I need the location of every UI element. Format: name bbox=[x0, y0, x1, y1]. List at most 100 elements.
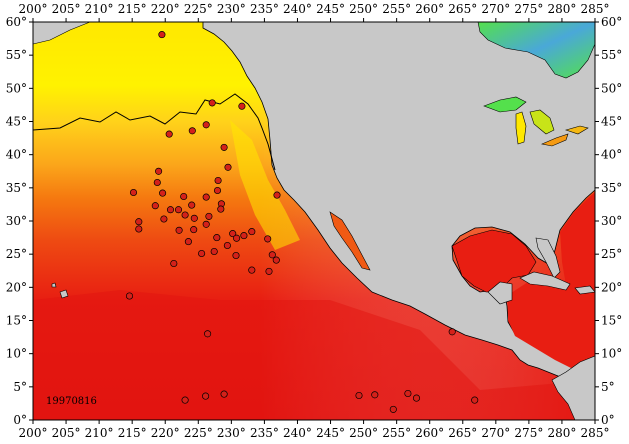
y-tick-label-right: 50° bbox=[601, 81, 622, 95]
y-tick-label-left: 60° bbox=[6, 15, 27, 29]
x-tick-label-top: 275° bbox=[514, 2, 543, 16]
station-marker bbox=[129, 188, 138, 197]
y-tick-label-right: 35° bbox=[601, 181, 622, 195]
x-tick-label-bottom: 260° bbox=[415, 426, 444, 440]
gulf-of-california bbox=[329, 211, 371, 271]
station-marker bbox=[404, 389, 412, 398]
station-marker bbox=[135, 225, 143, 233]
station-marker bbox=[273, 191, 281, 199]
station-marker bbox=[471, 396, 479, 404]
station-marker bbox=[355, 391, 363, 400]
y-tick-label-left: 50° bbox=[6, 81, 27, 95]
axis-ticks bbox=[29, 18, 599, 424]
date-stamp: 19970816 bbox=[46, 396, 97, 407]
yucatan bbox=[487, 281, 513, 305]
x-tick-label-bottom: 270° bbox=[481, 426, 510, 440]
station-marker bbox=[153, 178, 161, 187]
latitude-tick-labels-right: 60° 55° 50° 45° 40° 35° 30° 25° 20° 15° 10° 5° 0° bbox=[601, 15, 622, 427]
x-tick-label-top: 200° bbox=[19, 2, 48, 16]
station-marker bbox=[248, 228, 256, 236]
station-marker bbox=[135, 218, 143, 226]
station-marker bbox=[151, 202, 159, 210]
station-marker bbox=[202, 392, 210, 400]
x-tick-label-top: 210° bbox=[85, 2, 114, 16]
station-marker bbox=[174, 206, 183, 214]
great-lakes bbox=[483, 96, 589, 147]
station-marker bbox=[220, 390, 228, 398]
y-tick-label-right: 10° bbox=[601, 347, 622, 361]
y-tick-label-left: 30° bbox=[6, 214, 27, 228]
station-marker bbox=[158, 31, 166, 39]
latitude-tick-labels-left: 60° 55° 50° 45° 40° 35° 30° 25° 20° 15° 10° 5° 0° bbox=[6, 15, 27, 427]
y-tick-label-right: 40° bbox=[601, 148, 622, 162]
x-tick-label-bottom: 220° bbox=[151, 426, 180, 440]
pacific-warm-core bbox=[33, 290, 595, 420]
x-tick-label-top: 285° bbox=[581, 2, 610, 16]
x-tick-label-bottom: 240° bbox=[283, 426, 312, 440]
x-tick-label-bottom: 225° bbox=[184, 426, 213, 440]
station-marker bbox=[233, 234, 241, 242]
station-marker bbox=[208, 99, 216, 107]
station-marker bbox=[265, 267, 273, 275]
y-tick-label-left: 15° bbox=[6, 314, 27, 328]
station-marker bbox=[272, 256, 280, 264]
x-tick-label-bottom: 275° bbox=[514, 426, 543, 440]
station-marker bbox=[213, 234, 221, 242]
y-tick-label-right: 55° bbox=[601, 48, 622, 62]
x-tick-label-bottom: 205° bbox=[52, 426, 81, 440]
lake-ontario bbox=[564, 125, 589, 135]
x-tick-label-top: 230° bbox=[217, 2, 246, 16]
y-tick-label-left: 40° bbox=[6, 148, 27, 162]
y-tick-label-left: 5° bbox=[13, 380, 27, 394]
map-plot-area bbox=[32, 21, 596, 421]
y-tick-label-right: 15° bbox=[601, 314, 622, 328]
station-marker bbox=[223, 241, 231, 250]
station-marker bbox=[248, 266, 256, 274]
y-tick-label-left: 45° bbox=[6, 115, 27, 129]
y-tick-label-left: 35° bbox=[6, 181, 27, 195]
caribbean-sea bbox=[508, 278, 595, 370]
x-tick-label-bottom: 210° bbox=[85, 426, 114, 440]
x-tick-label-bottom: 235° bbox=[250, 426, 279, 440]
x-tick-label-top: 255° bbox=[382, 2, 411, 16]
x-tick-label-top: 220° bbox=[151, 2, 180, 16]
y-tick-label-left: 0° bbox=[13, 413, 27, 427]
lake-michigan bbox=[515, 111, 527, 145]
hawaii-islands bbox=[51, 282, 69, 299]
x-tick-label-bottom: 230° bbox=[217, 426, 246, 440]
y-tick-label-right: 0° bbox=[601, 413, 615, 427]
x-tick-label-top: 240° bbox=[283, 2, 312, 16]
sampling-station-markers bbox=[125, 31, 479, 413]
station-marker bbox=[125, 292, 134, 300]
station-marker bbox=[448, 328, 456, 336]
station-marker bbox=[166, 206, 175, 214]
atlantic-coastal-water bbox=[560, 192, 595, 300]
y-tick-label-left: 55° bbox=[6, 48, 27, 62]
y-tick-label-left: 20° bbox=[6, 280, 27, 294]
station-marker bbox=[213, 186, 222, 195]
station-marker bbox=[220, 143, 228, 151]
y-tick-label-left: 25° bbox=[6, 247, 27, 261]
x-tick-label-bottom: 250° bbox=[349, 426, 378, 440]
x-tick-label-bottom: 285° bbox=[581, 426, 610, 440]
x-tick-label-top: 260° bbox=[415, 2, 444, 16]
cool-coastal-patch bbox=[230, 120, 300, 250]
station-marker bbox=[217, 205, 225, 213]
station-marker bbox=[190, 214, 198, 222]
x-tick-label-bottom: 265° bbox=[448, 426, 477, 440]
station-marker bbox=[240, 232, 248, 240]
station-marker bbox=[165, 130, 173, 138]
x-tick-label-top: 205° bbox=[52, 2, 81, 16]
station-marker bbox=[210, 247, 218, 256]
y-tick-label-right: 5° bbox=[601, 380, 615, 394]
station-marker bbox=[205, 212, 213, 220]
y-tick-label-right: 25° bbox=[601, 247, 622, 261]
longitude-tick-labels: 200° 200° 205° 205° 210° 210° 215° 215° 220° 220°… bbox=[19, 2, 610, 440]
station-marker bbox=[181, 211, 189, 219]
x-tick-label-top: 235° bbox=[250, 2, 279, 16]
station-marker bbox=[202, 193, 210, 201]
station-marker bbox=[204, 330, 212, 338]
station-marker bbox=[268, 251, 276, 259]
station-marker bbox=[170, 259, 178, 268]
cuba bbox=[519, 271, 571, 291]
